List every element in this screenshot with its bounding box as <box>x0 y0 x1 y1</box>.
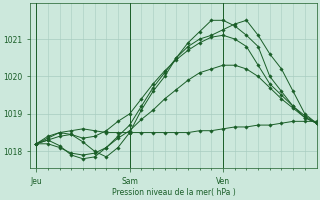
X-axis label: Pression niveau de la mer( hPa ): Pression niveau de la mer( hPa ) <box>112 188 235 197</box>
